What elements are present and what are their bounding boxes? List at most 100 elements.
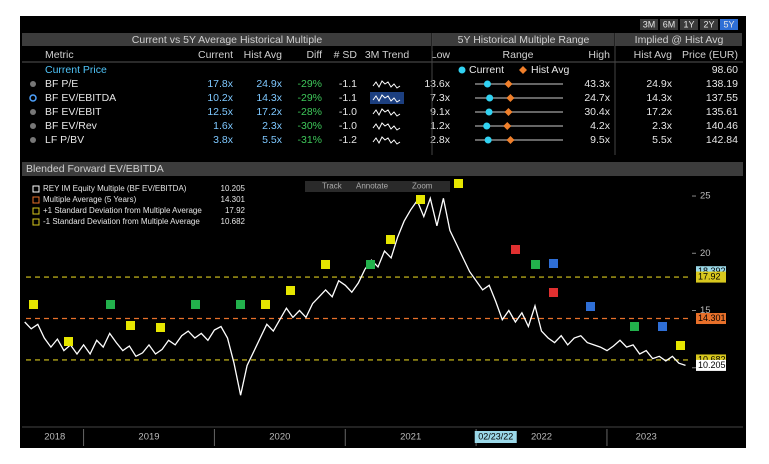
row-radio[interactable] [30, 81, 36, 87]
row-radio[interactable] [30, 137, 36, 143]
legend-swatch [32, 207, 40, 215]
x-tick-label: 2022 [531, 432, 552, 443]
table-cell: 1.6x [213, 120, 234, 132]
column-header: Price (EUR) [682, 49, 738, 61]
range-hist-avg [506, 94, 515, 102]
x-tick-label: 2023 [636, 432, 657, 443]
table-cell: 2.3x [262, 120, 283, 132]
table-cell: 7.3x [430, 92, 451, 104]
column-header: Range [503, 49, 534, 61]
column-header: Hist Avg [244, 49, 282, 61]
legend-label: REY IM Equity Multiple (BF EV/EBITDA) [43, 184, 187, 193]
legend-label: -1 Standard Deviation from Multiple Aver… [43, 217, 200, 226]
value-label-bg [696, 271, 726, 283]
range-current [483, 122, 491, 130]
table-cell: 17.2x [256, 106, 282, 118]
table-cell: 135.61 [706, 106, 738, 118]
x-tick-label: 2021 [400, 432, 421, 443]
event-marker [366, 260, 375, 269]
row-radio[interactable] [29, 94, 37, 102]
group-header-bg [432, 33, 614, 46]
tool-button[interactable]: Annotate [356, 182, 389, 191]
tool-button[interactable]: Zoom [412, 182, 433, 191]
table-cell: 142.84 [706, 134, 738, 146]
table-cell: 30.4x [584, 106, 610, 118]
range-hist-avg [504, 80, 513, 88]
table-cell: 24.9x [256, 78, 282, 90]
event-marker [236, 300, 245, 309]
period-button[interactable] [640, 19, 658, 30]
legend-label: Multiple Average (5 Years) [43, 195, 137, 204]
period-button[interactable] [680, 19, 698, 30]
range-current [483, 80, 491, 88]
table-cell: BF EV/Rev [45, 120, 98, 132]
current-price-label: Current Price [45, 64, 107, 76]
column-header: Current [198, 49, 233, 61]
legend-swatch [32, 185, 40, 193]
event-marker [156, 323, 165, 332]
table-cell: 12.5x [207, 106, 233, 118]
group-header: Current vs 5Y Average Historical Multipl… [132, 34, 323, 46]
period-label[interactable]: 3M [643, 19, 656, 29]
table-cell: -1.1 [339, 92, 357, 104]
table-cell: 2.3x [652, 120, 673, 132]
row-radio[interactable] [30, 123, 36, 129]
event-marker [321, 260, 330, 269]
legend-swatch [32, 196, 40, 204]
range-hist-avg [504, 108, 513, 116]
table-cell: -1.2 [339, 134, 357, 146]
table-cell: 140.46 [706, 120, 738, 132]
x-tick-label: 2018 [44, 432, 65, 443]
event-marker [454, 179, 463, 188]
event-marker [126, 321, 135, 330]
period-button[interactable] [660, 19, 678, 30]
period-button[interactable] [720, 19, 738, 30]
range-legend: Hist Avg [531, 64, 569, 76]
tool-button[interactable]: Track [322, 182, 343, 191]
panel [20, 16, 746, 448]
table-cell: 24.7x [584, 92, 610, 104]
group-header-bg [615, 33, 742, 46]
range-current [484, 136, 492, 144]
period-label[interactable]: 2Y [703, 19, 714, 29]
table-cell: -1.0 [339, 120, 357, 132]
legend-value: 14.301 [221, 195, 246, 204]
legend-bg [30, 183, 250, 229]
group-header-bg [22, 33, 431, 46]
legend-swatch [32, 218, 40, 226]
value-label-bg [696, 313, 726, 325]
event-marker [64, 337, 73, 346]
period-label[interactable]: 1Y [683, 19, 694, 29]
table-cell: 138.19 [706, 78, 738, 90]
event-marker [416, 195, 425, 204]
table-cell: LF P/BV [45, 134, 84, 146]
tools-bg [305, 181, 450, 192]
column-header: High [588, 49, 610, 61]
column-header: Hist Avg [634, 49, 672, 61]
current-price-value: 98.60 [712, 64, 738, 76]
event-marker [511, 245, 520, 254]
cursor-label: 02/23/22 [478, 431, 513, 441]
group-header: Implied @ Hist Avg [635, 34, 724, 46]
event-marker [106, 300, 115, 309]
chart-title: Blended Forward EV/EBITDA [26, 163, 164, 175]
row-radio[interactable] [30, 109, 36, 115]
event-marker [261, 300, 270, 309]
table-cell: 9.5x [590, 134, 611, 146]
event-marker [386, 235, 395, 244]
table-cell: 137.55 [706, 92, 738, 104]
table-cell: -1.1 [339, 78, 357, 90]
table-cell: 17.2x [646, 106, 672, 118]
series-line [24, 196, 686, 396]
period-label[interactable]: 6M [663, 19, 676, 29]
value-label: 17.92 [698, 271, 721, 281]
trend-sparkline [372, 80, 401, 89]
table-cell: 9.1x [430, 106, 451, 118]
x-tick-label: 2019 [138, 432, 159, 443]
trend-sparkline [372, 94, 401, 103]
table-cell: -29% [297, 78, 322, 90]
period-button[interactable] [700, 19, 718, 30]
period-label[interactable]: 5Y [723, 19, 734, 29]
y-tick-label: 25 [700, 191, 711, 202]
